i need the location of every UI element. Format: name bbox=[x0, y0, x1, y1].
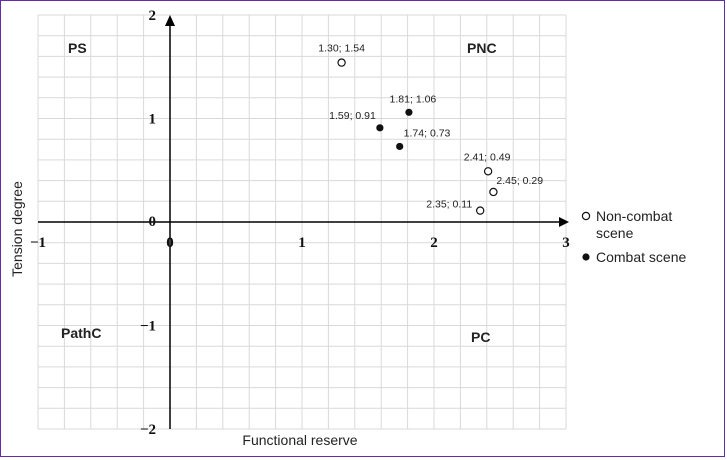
axes bbox=[38, 15, 569, 429]
data-point-non-combat bbox=[476, 206, 485, 215]
data-label: 1.74; 0.73 bbox=[404, 127, 451, 139]
y-tick-label: 0 bbox=[149, 214, 157, 230]
x-tick-label: 0 bbox=[166, 235, 174, 251]
y-axis-title: Tension degree bbox=[9, 181, 25, 277]
legend-marker-non-combat bbox=[581, 211, 591, 221]
data-label: 2.45; 0.29 bbox=[496, 175, 543, 187]
x-tick-label: 1 bbox=[298, 235, 306, 251]
data-point-combat bbox=[405, 108, 413, 116]
legend-marker-combat bbox=[582, 253, 590, 261]
data-label: 1.81; 1.06 bbox=[390, 93, 437, 105]
tick-labels: −1 0 1 2 3 2 1 0 −1 −2 bbox=[30, 8, 570, 438]
legend-label-non-combat: Non-combat scene bbox=[596, 208, 676, 241]
data-label: 1.59; 0.91 bbox=[329, 110, 376, 122]
data-point-non-combat bbox=[483, 167, 493, 176]
data-point-combat bbox=[396, 142, 404, 151]
data-label: 1.30; 1.54 bbox=[318, 43, 365, 55]
y-tick-label: 2 bbox=[149, 8, 157, 24]
data-label: 2.35; 0.11 bbox=[426, 199, 472, 211]
quadrant-label-bottom-left: PathC bbox=[61, 325, 101, 341]
data-point-non-combat bbox=[337, 58, 346, 67]
x-tick-label: 2 bbox=[430, 235, 438, 251]
quadrant-label-top-left: PS bbox=[68, 40, 87, 56]
x-axis-title: Functional reserve bbox=[242, 432, 357, 448]
data-label: 2.41; 0.49 bbox=[464, 151, 511, 163]
quadrant-labels: PS PNC PathC PC bbox=[61, 40, 497, 345]
quadrant-label-bottom-right: PC bbox=[471, 329, 490, 345]
legend: Non-combat scene Combat scene bbox=[581, 208, 686, 265]
data-point-non-combat bbox=[489, 187, 498, 197]
y-tick-label: −1 bbox=[140, 319, 156, 335]
legend-label-combat: Combat scene bbox=[596, 249, 686, 265]
x-axis-arrow bbox=[559, 217, 569, 227]
data-points: 1.30; 1.54 2.41; 0.49 2.45; 0.29 2.35; 0.11… bbox=[318, 43, 543, 215]
y-tick-label: 1 bbox=[149, 112, 157, 128]
data-point-combat bbox=[376, 124, 384, 132]
y-tick-label: −2 bbox=[140, 422, 156, 438]
quadrant-label-top-right: PNC bbox=[467, 40, 497, 56]
x-tick-label: 3 bbox=[562, 235, 570, 251]
y-axis-arrow bbox=[165, 15, 175, 26]
x-tick-label: −1 bbox=[30, 235, 46, 251]
